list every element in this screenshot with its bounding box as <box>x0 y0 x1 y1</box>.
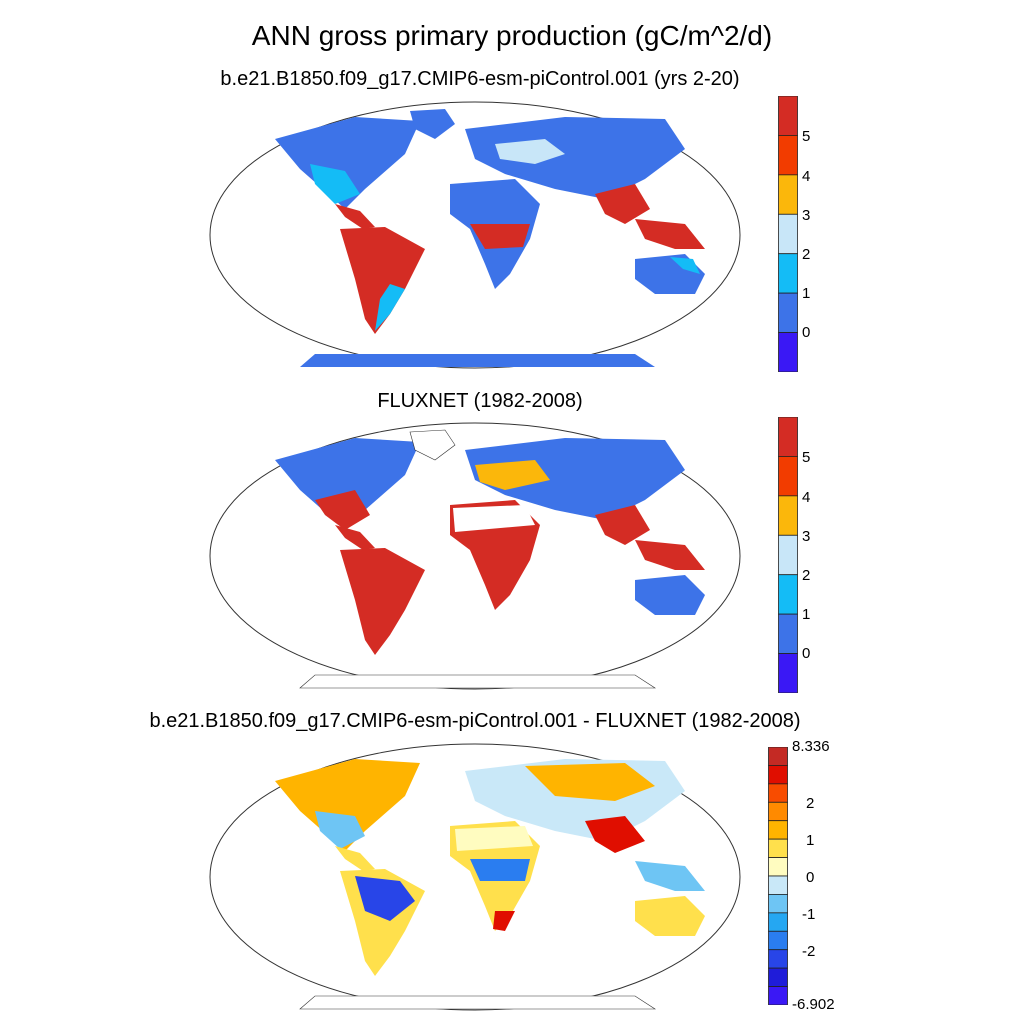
cb-label: 3 <box>802 528 811 545</box>
colorbar-swatch <box>768 746 788 766</box>
cb-label: 0 <box>802 645 811 662</box>
cb-label: -2 <box>802 943 816 960</box>
colorbar-swatch <box>778 416 798 457</box>
cb-label: 3 <box>802 207 811 224</box>
colorbar-swatch <box>778 253 798 294</box>
land-greenland <box>409 429 456 461</box>
land-antarctica <box>300 354 655 367</box>
colorbar-swatch <box>768 949 788 969</box>
cb-label: 4 <box>802 489 811 506</box>
colorbar-swatch <box>778 574 798 615</box>
land-north-america <box>275 759 420 851</box>
colorbar-swatch <box>768 783 788 803</box>
colorbar-obs <box>778 416 798 698</box>
map-diff <box>209 743 741 1011</box>
colorbar-swatch <box>778 174 798 215</box>
page-title: ANN gross primary production (gC/m^2/d) <box>251 20 773 51</box>
land-australia <box>635 896 705 936</box>
colorbar-swatch <box>768 765 788 785</box>
land-greenland <box>410 109 455 139</box>
colorbar-swatch <box>778 653 798 694</box>
colorbar-obs-swatches <box>778 416 798 694</box>
colorbar-swatch <box>778 135 798 176</box>
cb-label-max: 8.336 <box>792 738 830 755</box>
colorbar-swatch <box>778 534 798 576</box>
colorbar-model-swatches <box>778 95 798 373</box>
land-south-america <box>340 227 425 334</box>
cb-label: 2 <box>806 795 815 812</box>
colorbar-diff-swatches <box>768 746 788 1006</box>
land-antarctica <box>299 674 657 689</box>
map-model <box>209 101 741 369</box>
colorbar-swatch <box>778 495 798 536</box>
colorbar-swatch <box>768 838 788 858</box>
land-antarctica <box>299 995 657 1010</box>
cb-label: 1 <box>806 832 815 849</box>
colorbar-swatch <box>778 613 798 654</box>
panel-title-model: b.e21.B1850.f09_g17.CMIP6-esm-piControl.… <box>220 68 740 90</box>
cb-label: 5 <box>802 449 811 466</box>
colorbar-swatch <box>778 332 798 373</box>
cb-label-min: -6.902 <box>792 996 835 1013</box>
cb-label: 0 <box>806 869 815 886</box>
colorbar-swatch <box>768 912 788 932</box>
colorbar-swatch <box>768 967 788 987</box>
colorbar-swatch <box>768 894 788 914</box>
cb-label: -1 <box>802 906 816 923</box>
colorbar-swatch <box>778 213 798 255</box>
land-north-america <box>275 438 420 530</box>
colorbar-diff <box>768 746 788 1010</box>
cb-label: 1 <box>802 285 811 302</box>
colorbar-swatch <box>768 875 788 895</box>
panel-title-obs: FLUXNET (1982-2008) <box>377 390 583 412</box>
colorbar-swatch <box>768 801 788 822</box>
colorbar-swatch <box>778 95 798 136</box>
colorbar-swatch <box>768 820 788 840</box>
cb-label: 2 <box>802 246 811 263</box>
cb-label: 5 <box>802 128 811 145</box>
colorbar-model <box>778 95 798 377</box>
land-north-america <box>275 117 420 209</box>
land-australia <box>635 575 705 615</box>
colorbar-swatch <box>778 456 798 497</box>
colorbar-swatch <box>778 292 798 333</box>
cb-label: 2 <box>802 567 811 584</box>
colorbar-swatch <box>768 986 788 1006</box>
colorbar-swatch <box>768 930 788 951</box>
cb-label: 1 <box>802 606 811 623</box>
colorbar-swatch <box>768 857 788 877</box>
cb-label: 0 <box>802 324 811 341</box>
cb-label: 4 <box>802 168 811 185</box>
land-south-america <box>340 548 425 655</box>
map-obs <box>209 422 741 690</box>
panel-title-diff: b.e21.B1850.f09_g17.CMIP6-esm-piControl.… <box>149 710 801 732</box>
land-eurasia <box>465 438 685 520</box>
land-eurasia <box>465 117 685 199</box>
